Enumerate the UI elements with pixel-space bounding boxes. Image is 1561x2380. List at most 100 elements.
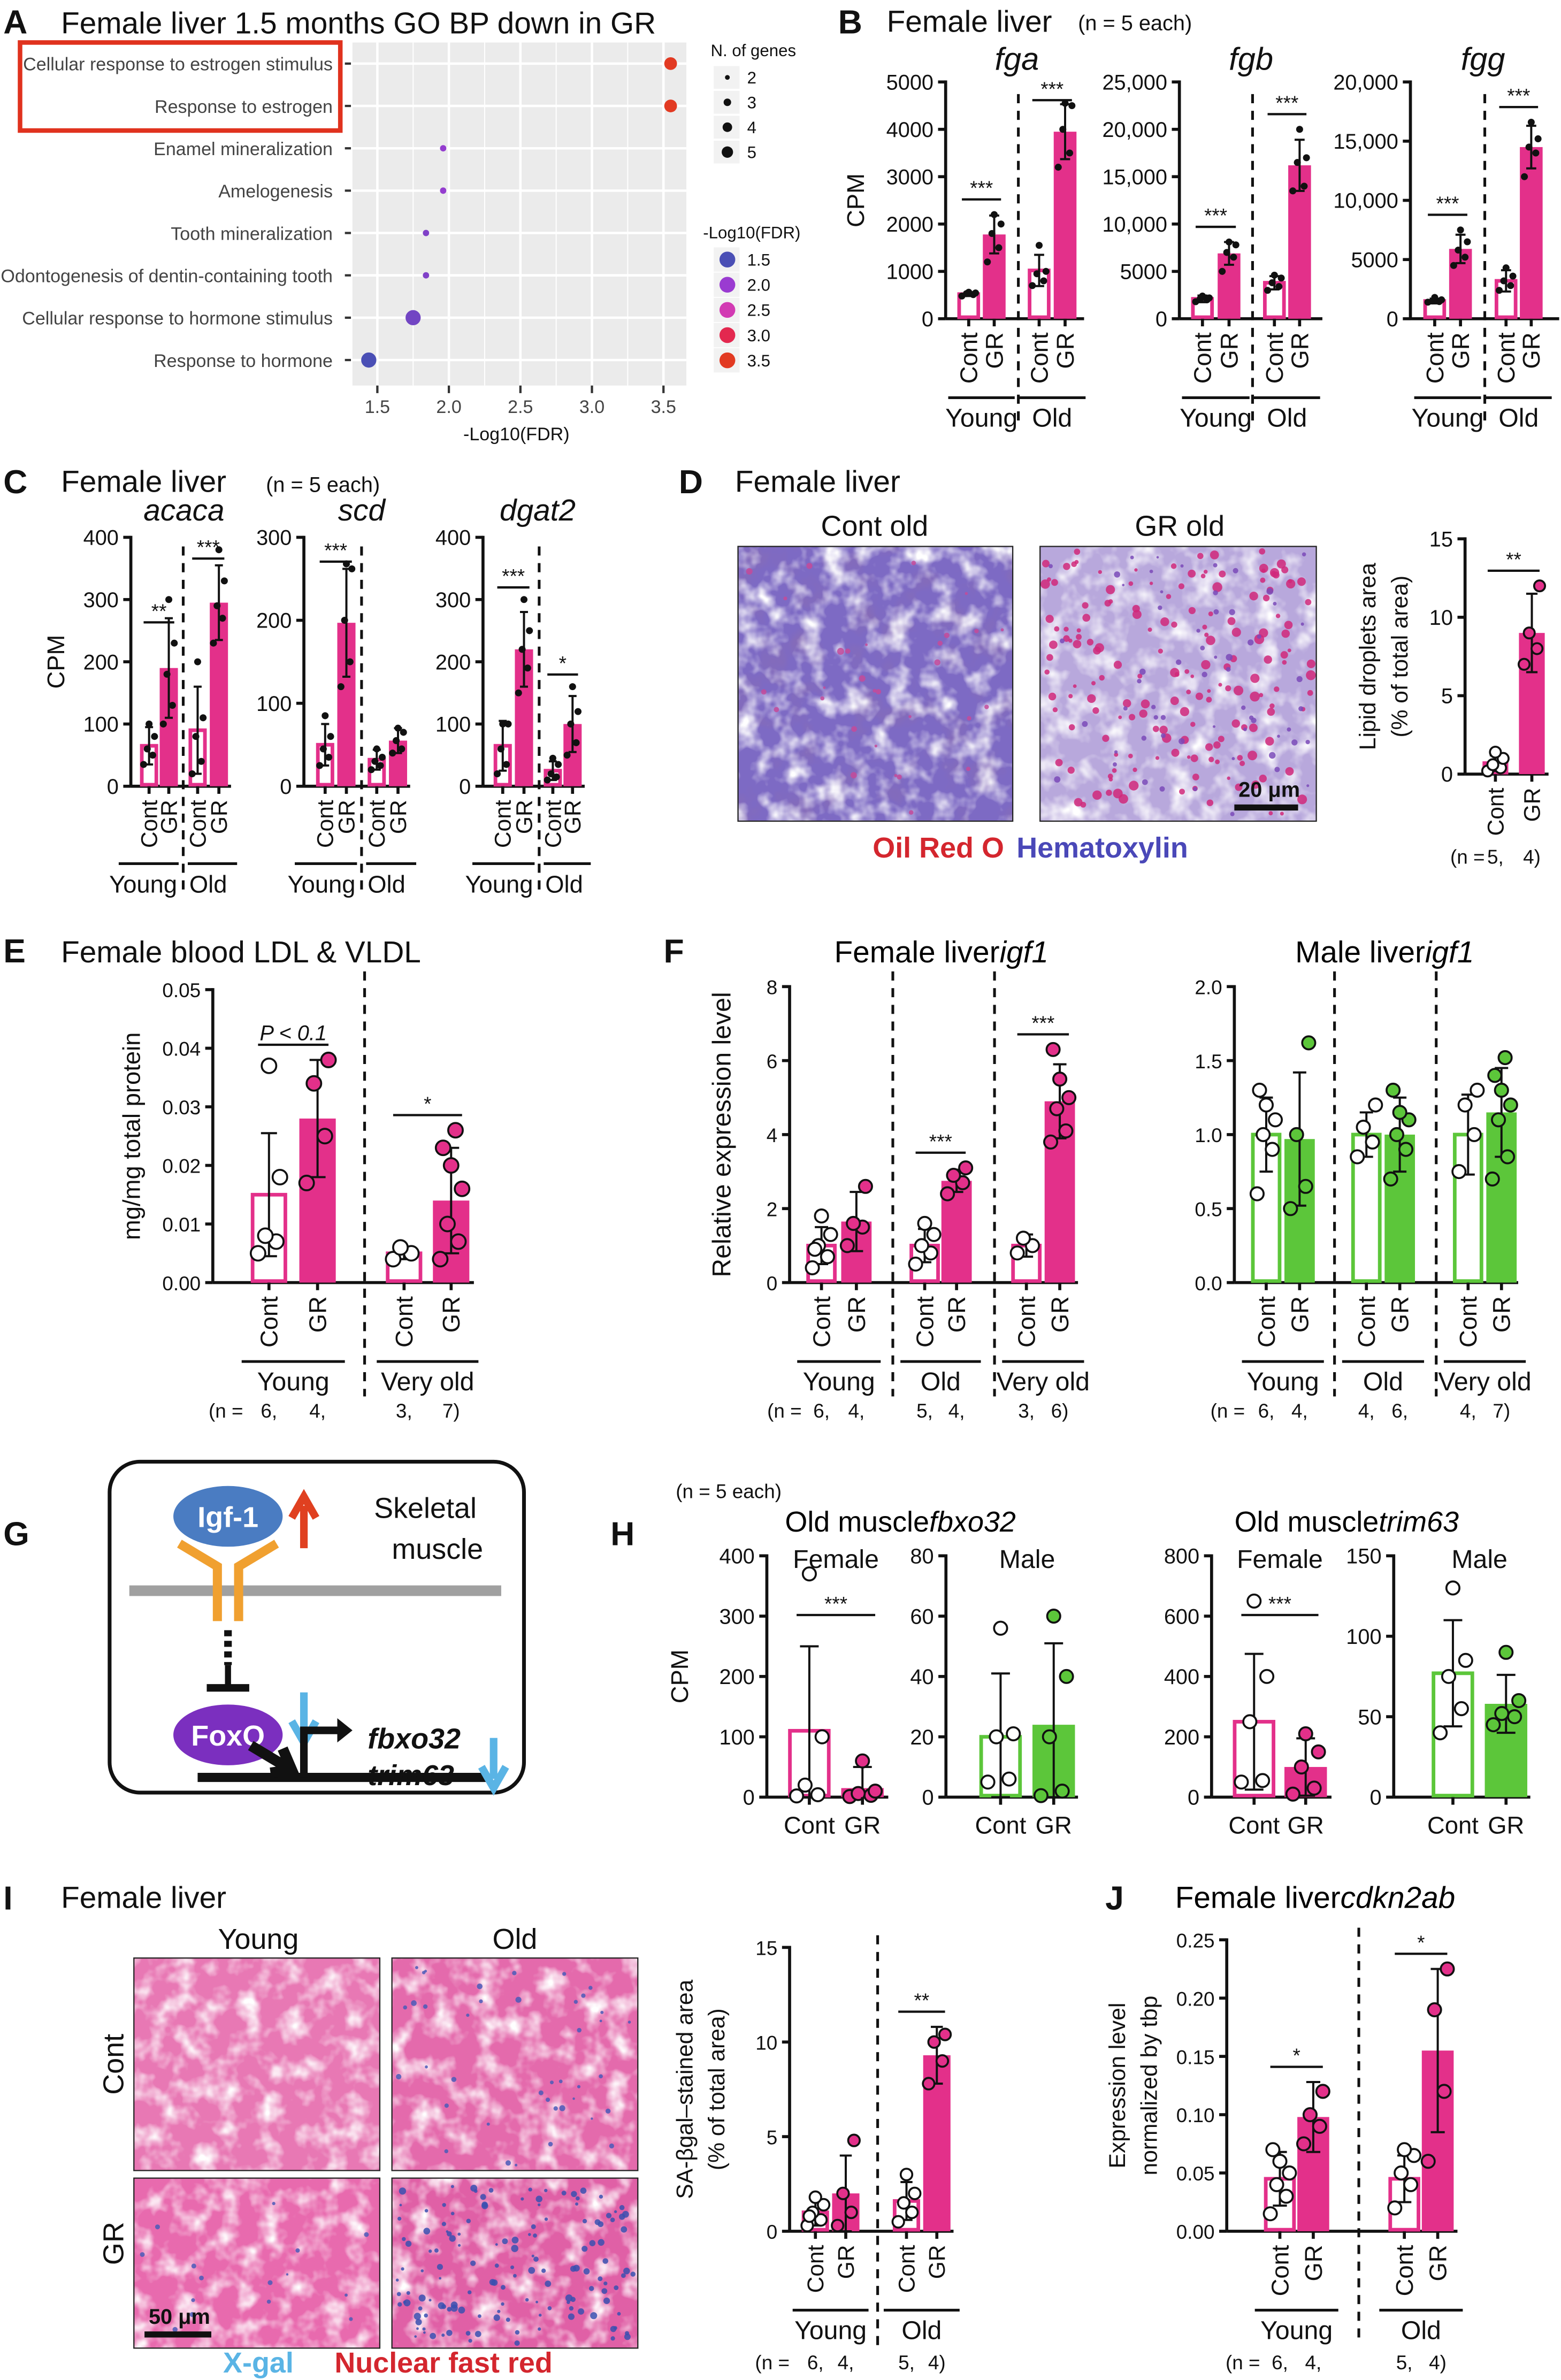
stained-cell <box>1160 590 1164 594</box>
data-point <box>908 2186 922 2200</box>
n-value: 7) <box>442 1400 460 1422</box>
stained-cell <box>588 1986 593 1990</box>
data-point <box>1264 287 1272 294</box>
stained-cell <box>272 2202 276 2206</box>
stained-cell <box>402 2237 406 2241</box>
x-tick-label: Cont <box>894 2245 920 2293</box>
stained-cell <box>364 2232 369 2237</box>
data-point <box>385 1251 402 1268</box>
stained-cell <box>1196 629 1200 633</box>
stained-cell <box>746 568 753 575</box>
promoter-icon <box>300 1726 342 1778</box>
stained-cell <box>406 2291 410 2295</box>
stained-cell <box>1045 615 1054 623</box>
data-point <box>518 646 526 653</box>
stained-cell <box>1141 699 1150 709</box>
stained-cell <box>944 632 950 638</box>
data-point <box>820 1249 836 1265</box>
stained-cell <box>423 2228 431 2234</box>
data-point <box>322 712 329 720</box>
stained-cell <box>1280 651 1288 659</box>
stained-cell <box>1273 601 1277 606</box>
stained-cell <box>1218 736 1225 743</box>
group-label: Young <box>109 870 177 898</box>
stained-cell <box>395 2278 399 2282</box>
data-point <box>1502 264 1510 272</box>
data-point <box>1436 2084 1452 2099</box>
y-tick-label: 80 <box>910 1544 933 1568</box>
micrograph-old-gr <box>391 2177 639 2349</box>
data-point <box>1457 226 1464 234</box>
x-tick-label: Cont <box>808 1296 835 1348</box>
stained-cell <box>1200 645 1205 651</box>
data-point <box>1302 2107 1318 2123</box>
data-point <box>544 776 551 784</box>
igf1-ligand <box>173 1486 283 1547</box>
stained-cell <box>1259 548 1266 555</box>
data-point <box>1397 2142 1412 2157</box>
data-point <box>831 2218 845 2232</box>
n-value: 4, <box>309 1400 326 1422</box>
data-point <box>1441 1669 1457 1684</box>
micrograph-texture <box>392 2178 638 2348</box>
data-point <box>1389 1127 1405 1142</box>
chart-H-trim63-male: 0 50 100 150 Cont GR Male <box>1346 1544 1531 1839</box>
stained-cell <box>820 696 825 701</box>
stained-cell <box>1306 784 1310 787</box>
stained-cell <box>1248 751 1258 761</box>
stained-cell <box>422 2327 426 2331</box>
y-tick-label: 300 <box>83 588 119 612</box>
stained-cell <box>1112 768 1117 773</box>
stained-cell <box>397 2216 402 2221</box>
panel-A-letter: A <box>3 3 27 41</box>
stained-cell <box>1149 569 1153 573</box>
y-axis-label: (% of total area) <box>1387 576 1413 738</box>
data-point <box>1258 1097 1274 1113</box>
stained-cell <box>501 2302 504 2306</box>
stained-cell <box>570 2297 576 2302</box>
stained-cell <box>1297 794 1307 805</box>
stained-cell <box>1291 739 1298 746</box>
data-point <box>1494 1706 1510 1721</box>
data-point <box>316 762 324 769</box>
stained-cell <box>547 2306 552 2310</box>
stained-cell <box>606 2213 612 2218</box>
bar-group <box>1485 1644 1527 1797</box>
panel-C-letter: C <box>3 463 27 501</box>
y-tick-label: 6 <box>767 1051 778 1073</box>
stained-cell <box>561 2191 567 2196</box>
data-point <box>1517 657 1531 671</box>
stained-cell <box>415 2318 422 2325</box>
stained-cell <box>909 810 914 815</box>
y-tick-label: 100 <box>719 1726 754 1749</box>
data-point <box>1033 1788 1049 1803</box>
x-tick-label: GR <box>304 1296 331 1333</box>
stained-cell <box>1214 655 1218 659</box>
chart-title: fgg <box>1461 41 1505 77</box>
x-tick-label: Cont <box>1228 1812 1280 1839</box>
stained-cell <box>528 2267 535 2274</box>
data-point <box>447 1122 464 1139</box>
y-tick-label: 2000 <box>886 213 933 236</box>
y-tick-label: 0 <box>459 775 471 799</box>
stained-cell <box>1049 564 1053 569</box>
color-legend-label: 2.5 <box>747 301 770 320</box>
y-tick-label: 0.00 <box>162 1273 201 1295</box>
panel-F-male-title: Male liverigf1 <box>1295 936 1474 969</box>
group-label: Old <box>1401 2316 1441 2345</box>
data-point <box>839 1238 855 1253</box>
stained-cell <box>967 716 971 721</box>
x-tick-label: Cont <box>911 1296 938 1348</box>
data-point <box>1066 149 1074 157</box>
data-point <box>1277 274 1285 282</box>
stained-cell <box>1155 756 1160 760</box>
data-point <box>1489 745 1502 759</box>
bar-group <box>1520 118 1543 319</box>
data-point <box>846 1215 861 1231</box>
data-point <box>555 761 562 768</box>
stained-cell <box>1202 671 1207 678</box>
data-point <box>1531 642 1544 655</box>
data-point <box>1061 1090 1077 1105</box>
image-label-gr-old: GR old <box>1135 510 1225 542</box>
stained-cell <box>1205 743 1213 751</box>
